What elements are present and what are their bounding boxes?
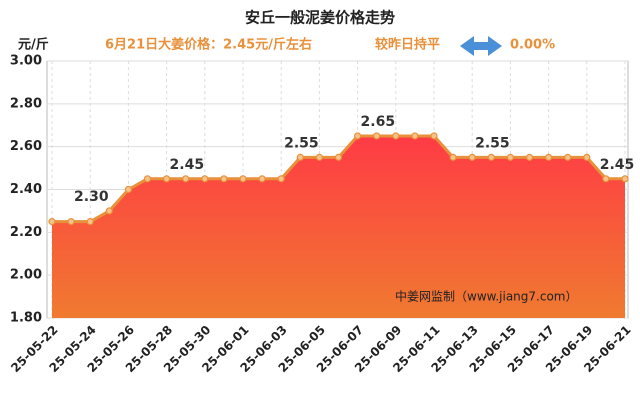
point	[373, 132, 381, 140]
point	[334, 153, 343, 161]
point	[86, 218, 94, 226]
point	[621, 175, 629, 183]
y-tick-label: 1.80	[10, 311, 42, 326]
y-tick-label: 2.80	[10, 96, 42, 111]
point	[296, 153, 304, 161]
watermark: 中姜网监制（www.jiang7.com）	[395, 289, 577, 304]
point	[182, 175, 190, 183]
point	[430, 132, 438, 140]
point	[258, 175, 266, 183]
subtitle: 6月21日大姜价格：2.45元/斤左右	[105, 37, 312, 53]
point	[506, 153, 514, 161]
chart-title: 安丘一般泥姜价格走势	[245, 9, 395, 27]
point	[239, 175, 247, 183]
point	[449, 153, 457, 161]
y-tick-label: 3.00	[10, 54, 42, 69]
area	[52, 135, 625, 318]
point	[392, 132, 400, 140]
y-tick-label: 2.00	[10, 268, 42, 283]
point	[564, 153, 572, 161]
point	[544, 153, 553, 161]
y-tick-label: 2.60	[10, 139, 42, 154]
point	[201, 175, 209, 183]
value-label: 2.55	[284, 135, 319, 151]
change: 0.00%	[510, 38, 555, 53]
point	[220, 175, 228, 183]
point	[105, 207, 113, 215]
y-tick-label: 2.40	[10, 182, 42, 197]
point	[411, 132, 419, 140]
point	[468, 153, 476, 161]
point	[583, 153, 591, 161]
compare-text: 较昨日持平	[375, 37, 440, 53]
arrow-icon	[460, 36, 502, 56]
value-label: 2.45	[170, 157, 205, 173]
point	[602, 175, 610, 183]
value-label: 2.65	[361, 114, 396, 130]
point	[48, 218, 56, 226]
point	[143, 175, 152, 183]
point	[67, 218, 75, 226]
point	[354, 132, 362, 140]
value-label: 2.30	[74, 189, 109, 205]
y-unit: 元/斤	[18, 37, 49, 53]
value-label: 2.45	[600, 157, 635, 173]
point	[277, 175, 285, 183]
point	[124, 185, 132, 194]
point	[315, 153, 323, 161]
point	[487, 153, 495, 161]
point	[163, 175, 171, 183]
point	[525, 153, 534, 161]
y-tick-label: 2.20	[10, 225, 42, 240]
value-label: 2.55	[475, 135, 510, 151]
